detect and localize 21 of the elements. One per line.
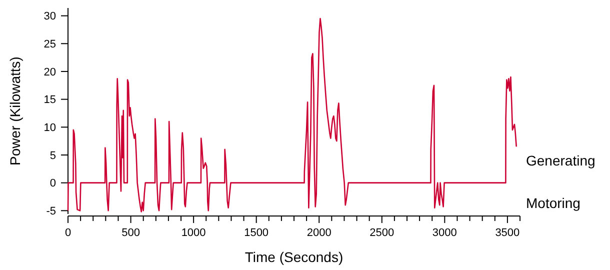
y-tick-label: 20 [44, 66, 56, 78]
y-tick-label: 10 [44, 122, 56, 134]
x-tick-label: 1500 [244, 227, 269, 239]
y-tick-label: -5 [46, 206, 56, 218]
x-tick-label: 3500 [495, 227, 520, 239]
x-tick-label: 1000 [181, 227, 206, 239]
x-tick-label: 3000 [432, 227, 457, 239]
text: Motoring [526, 194, 580, 211]
y-tick-label: 5 [50, 150, 56, 162]
x-tick-label: 2000 [306, 227, 332, 239]
x-tick-label: 0 [64, 227, 72, 239]
line-series [67, 18, 518, 212]
y-tick-label: 30 [44, 10, 56, 23]
x-tick-label: 500 [122, 227, 140, 239]
x-tick-label: 2500 [370, 227, 394, 239]
y-axis-title: Power (Kilowatts) [7, 56, 23, 166]
x-axis-title: Time (Seconds) [244, 249, 344, 265]
y-tick-label: 25 [44, 38, 56, 50]
y-tick-label: 15 [44, 94, 56, 106]
y-tick-label: 0 [50, 178, 56, 190]
text: Generating [526, 152, 596, 168]
